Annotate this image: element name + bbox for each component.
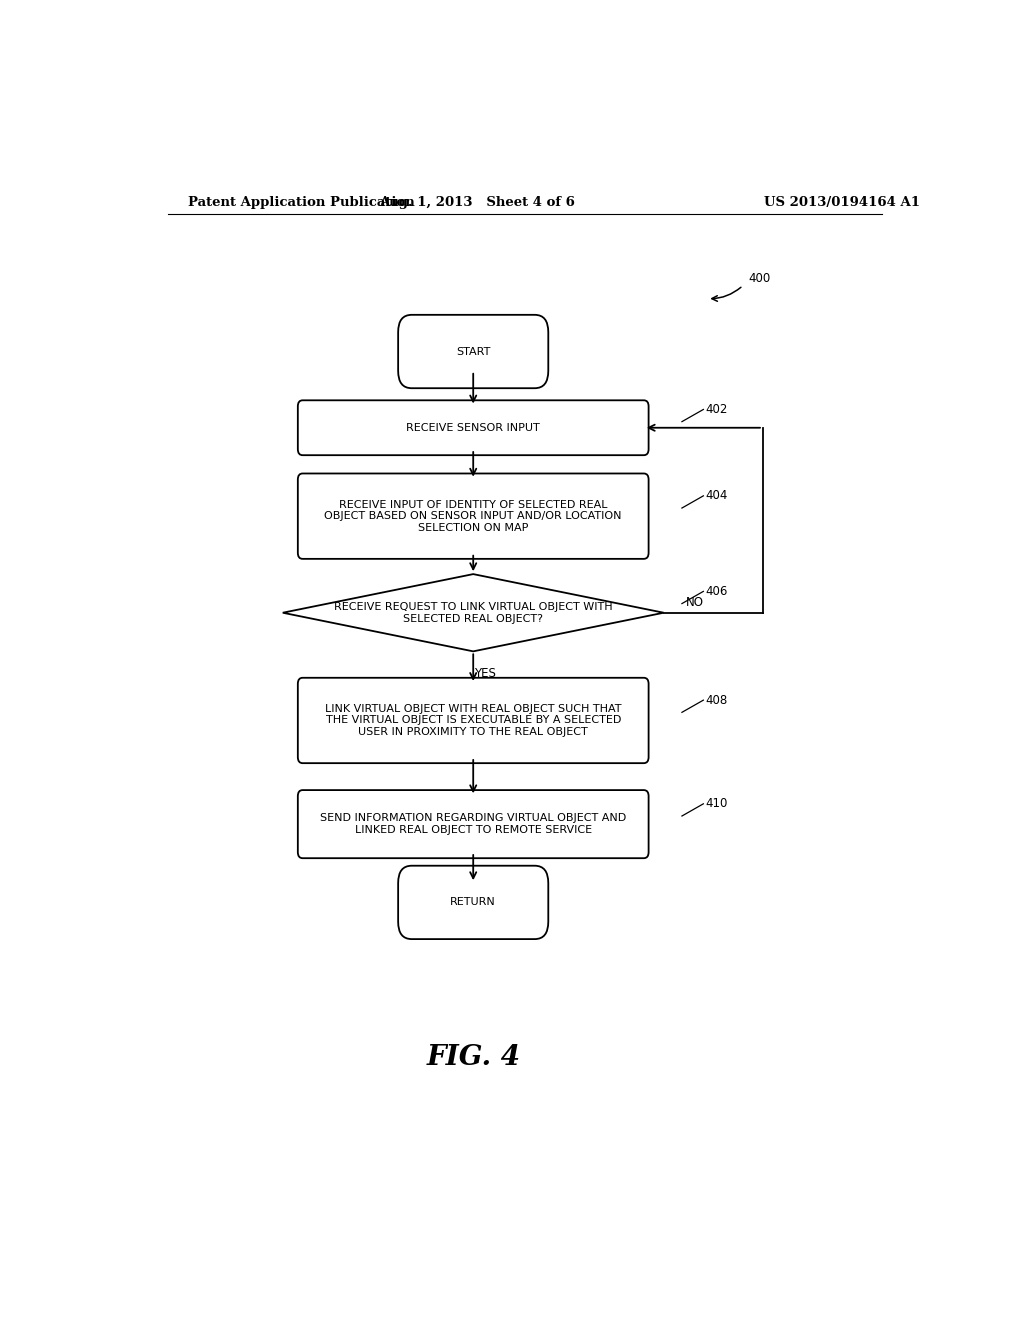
Text: NO: NO — [686, 597, 703, 609]
Text: 406: 406 — [706, 585, 728, 598]
Text: FIG. 4: FIG. 4 — [426, 1044, 520, 1072]
FancyBboxPatch shape — [298, 791, 648, 858]
Text: 410: 410 — [706, 797, 728, 810]
Text: Patent Application Publication: Patent Application Publication — [187, 195, 415, 209]
Text: RETURN: RETURN — [451, 898, 496, 907]
FancyBboxPatch shape — [298, 474, 648, 558]
Text: RECEIVE INPUT OF IDENTITY OF SELECTED REAL
OBJECT BASED ON SENSOR INPUT AND/OR L: RECEIVE INPUT OF IDENTITY OF SELECTED RE… — [325, 499, 622, 533]
Text: RECEIVE SENSOR INPUT: RECEIVE SENSOR INPUT — [407, 422, 540, 433]
FancyBboxPatch shape — [398, 866, 548, 939]
Text: START: START — [456, 347, 490, 356]
Polygon shape — [283, 574, 664, 651]
Text: 402: 402 — [706, 403, 728, 416]
FancyBboxPatch shape — [298, 677, 648, 763]
Text: US 2013/0194164 A1: US 2013/0194164 A1 — [764, 195, 921, 209]
Text: SEND INFORMATION REGARDING VIRTUAL OBJECT AND
LINKED REAL OBJECT TO REMOTE SERVI: SEND INFORMATION REGARDING VIRTUAL OBJEC… — [321, 813, 627, 836]
Text: YES: YES — [474, 667, 496, 680]
Text: 400: 400 — [749, 272, 771, 285]
Text: RECEIVE REQUEST TO LINK VIRTUAL OBJECT WITH
SELECTED REAL OBJECT?: RECEIVE REQUEST TO LINK VIRTUAL OBJECT W… — [334, 602, 612, 623]
FancyBboxPatch shape — [398, 315, 548, 388]
FancyBboxPatch shape — [298, 400, 648, 455]
Text: LINK VIRTUAL OBJECT WITH REAL OBJECT SUCH THAT
THE VIRTUAL OBJECT IS EXECUTABLE : LINK VIRTUAL OBJECT WITH REAL OBJECT SUC… — [325, 704, 622, 737]
Text: 404: 404 — [706, 490, 728, 503]
Text: 408: 408 — [706, 693, 728, 706]
Text: Aug. 1, 2013   Sheet 4 of 6: Aug. 1, 2013 Sheet 4 of 6 — [379, 195, 575, 209]
